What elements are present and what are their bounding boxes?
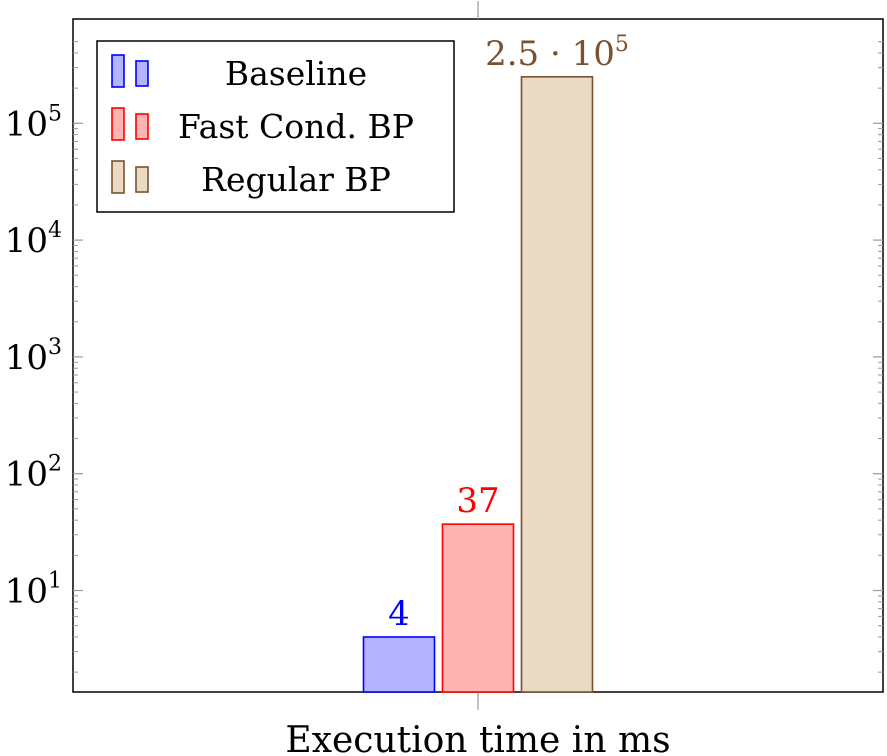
legend-label-regular-bp: Regular BP xyxy=(201,160,391,199)
bar-value-label: 2.5 · 105 xyxy=(485,32,629,74)
bars xyxy=(362,76,594,693)
bar-value-label: 4 xyxy=(388,594,410,634)
y-tick-label: 103 xyxy=(5,335,62,378)
y-tick-labels: 101 102 103 104 105 xyxy=(5,101,62,611)
major-ticks xyxy=(73,122,883,592)
y-tick-label: 105 xyxy=(5,101,62,144)
legend-swatch-baseline xyxy=(135,60,149,87)
legend-swatch-baseline xyxy=(111,54,125,88)
legend-swatch-regular-bp xyxy=(135,166,149,193)
legend-swatch-regular-bp xyxy=(111,160,125,194)
legend: Baseline Fast Cond. BP Regular BP xyxy=(96,40,455,213)
legend-label-fast-cond-bp: Fast Cond. BP xyxy=(178,107,414,146)
x-axis-title: Execution time in ms xyxy=(285,720,670,756)
minor-ticks xyxy=(73,41,883,673)
legend-swatch-fast-cond-bp xyxy=(135,113,149,140)
bar-regular-bp xyxy=(520,76,594,693)
y-tick-label: 101 xyxy=(5,569,62,612)
legend-swatch-fast-cond-bp xyxy=(111,107,125,141)
legend-box xyxy=(96,40,455,213)
legend-entries: Baseline Fast Cond. BP Regular BP xyxy=(111,54,414,199)
bar-fast-cond-bp xyxy=(441,523,515,693)
legend-label-baseline: Baseline xyxy=(225,54,367,93)
bar-value-label: 37 xyxy=(456,481,499,521)
bar-baseline xyxy=(362,636,436,693)
bar-labels: 4 37 2.5 · 105 xyxy=(388,32,629,634)
y-tick-label: 104 xyxy=(5,218,62,261)
y-tick-label: 102 xyxy=(5,452,62,495)
